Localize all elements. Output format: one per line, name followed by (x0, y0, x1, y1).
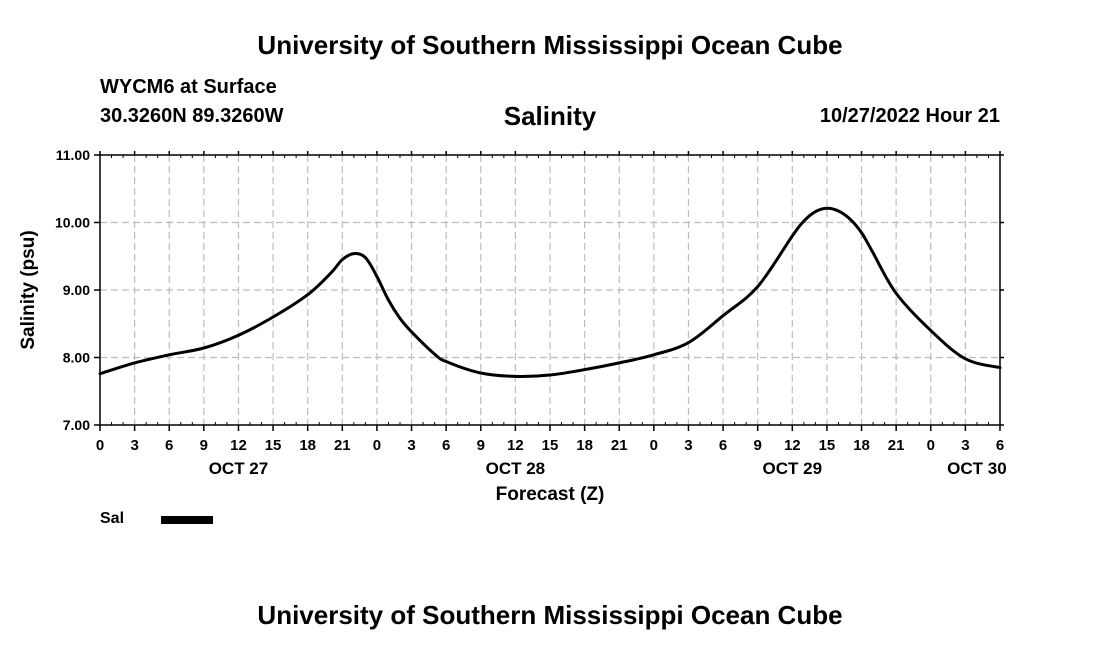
day-label: OCT 27 (209, 459, 269, 478)
x-tick-label: 9 (200, 437, 208, 454)
y-tick-label: 11.00 (56, 147, 90, 163)
chart-title: Salinity (503, 101, 597, 131)
x-tick-label: 6 (719, 437, 727, 454)
day-label: OCT 30 (947, 459, 1007, 478)
x-tick-label: 18 (576, 437, 593, 454)
x-tick-label: 0 (96, 437, 104, 454)
x-tick-label: 12 (784, 437, 801, 454)
x-tick-label: 0 (650, 437, 658, 454)
x-tick-label: 6 (996, 437, 1004, 454)
x-axis-label: Forecast (Z) (496, 484, 605, 505)
axis-ticks (94, 151, 1004, 431)
y-tick-label: 9.00 (63, 282, 90, 298)
y-tick-label: 8.00 (63, 350, 90, 366)
coordinates-label: 30.3260N 89.3260W (100, 105, 284, 127)
day-label: OCT 29 (763, 459, 823, 478)
x-tick-label: 3 (961, 437, 969, 454)
y-tick-label: 10.00 (55, 215, 90, 231)
x-tick-label: 6 (442, 437, 450, 454)
x-tick-label: 0 (927, 437, 935, 454)
forecast-date-label: 10/27/2022 Hour 21 (819, 105, 1000, 127)
legend-swatch (161, 516, 213, 524)
x-tick-label: 3 (684, 437, 692, 454)
station-label: WYCM6 at Surface (100, 76, 277, 98)
main-title: University of Southern Mississippi Ocean… (257, 30, 843, 60)
legend-label: Sal (100, 510, 125, 527)
footer-title: University of Southern Mississippi Ocean… (257, 600, 843, 630)
x-tick-label: 12 (230, 437, 247, 454)
x-tick-label: 0 (373, 437, 381, 454)
x-tick-label: 21 (334, 437, 351, 454)
x-tick-label: 15 (265, 437, 282, 454)
day-label: OCT 28 (486, 459, 546, 478)
x-tick-label: 21 (888, 437, 905, 454)
x-tick-label: 6 (165, 437, 173, 454)
y-tick-label: 7.00 (63, 417, 90, 433)
x-tick-label: 3 (130, 437, 138, 454)
x-tick-label: 21 (611, 437, 628, 454)
tick-labels: 0 3 6 9 12 15 18 21 0 3 6 9 12 15 18 21 0 3 6 9 12 15 18 21 0 3 6 7… (55, 147, 1007, 478)
x-tick-label: 18 (853, 437, 870, 454)
x-tick-label: 12 (507, 437, 524, 454)
x-tick-label: 18 (299, 437, 316, 454)
x-tick-label: 15 (819, 437, 836, 454)
y-axis-label: Salinity (psu) (18, 230, 39, 349)
salinity-series-line (98, 206, 1002, 378)
x-tick-label: 3 (407, 437, 415, 454)
x-tick-label: 9 (754, 437, 762, 454)
grid (100, 155, 1000, 425)
x-tick-label: 9 (477, 437, 485, 454)
x-tick-label: 15 (542, 437, 559, 454)
